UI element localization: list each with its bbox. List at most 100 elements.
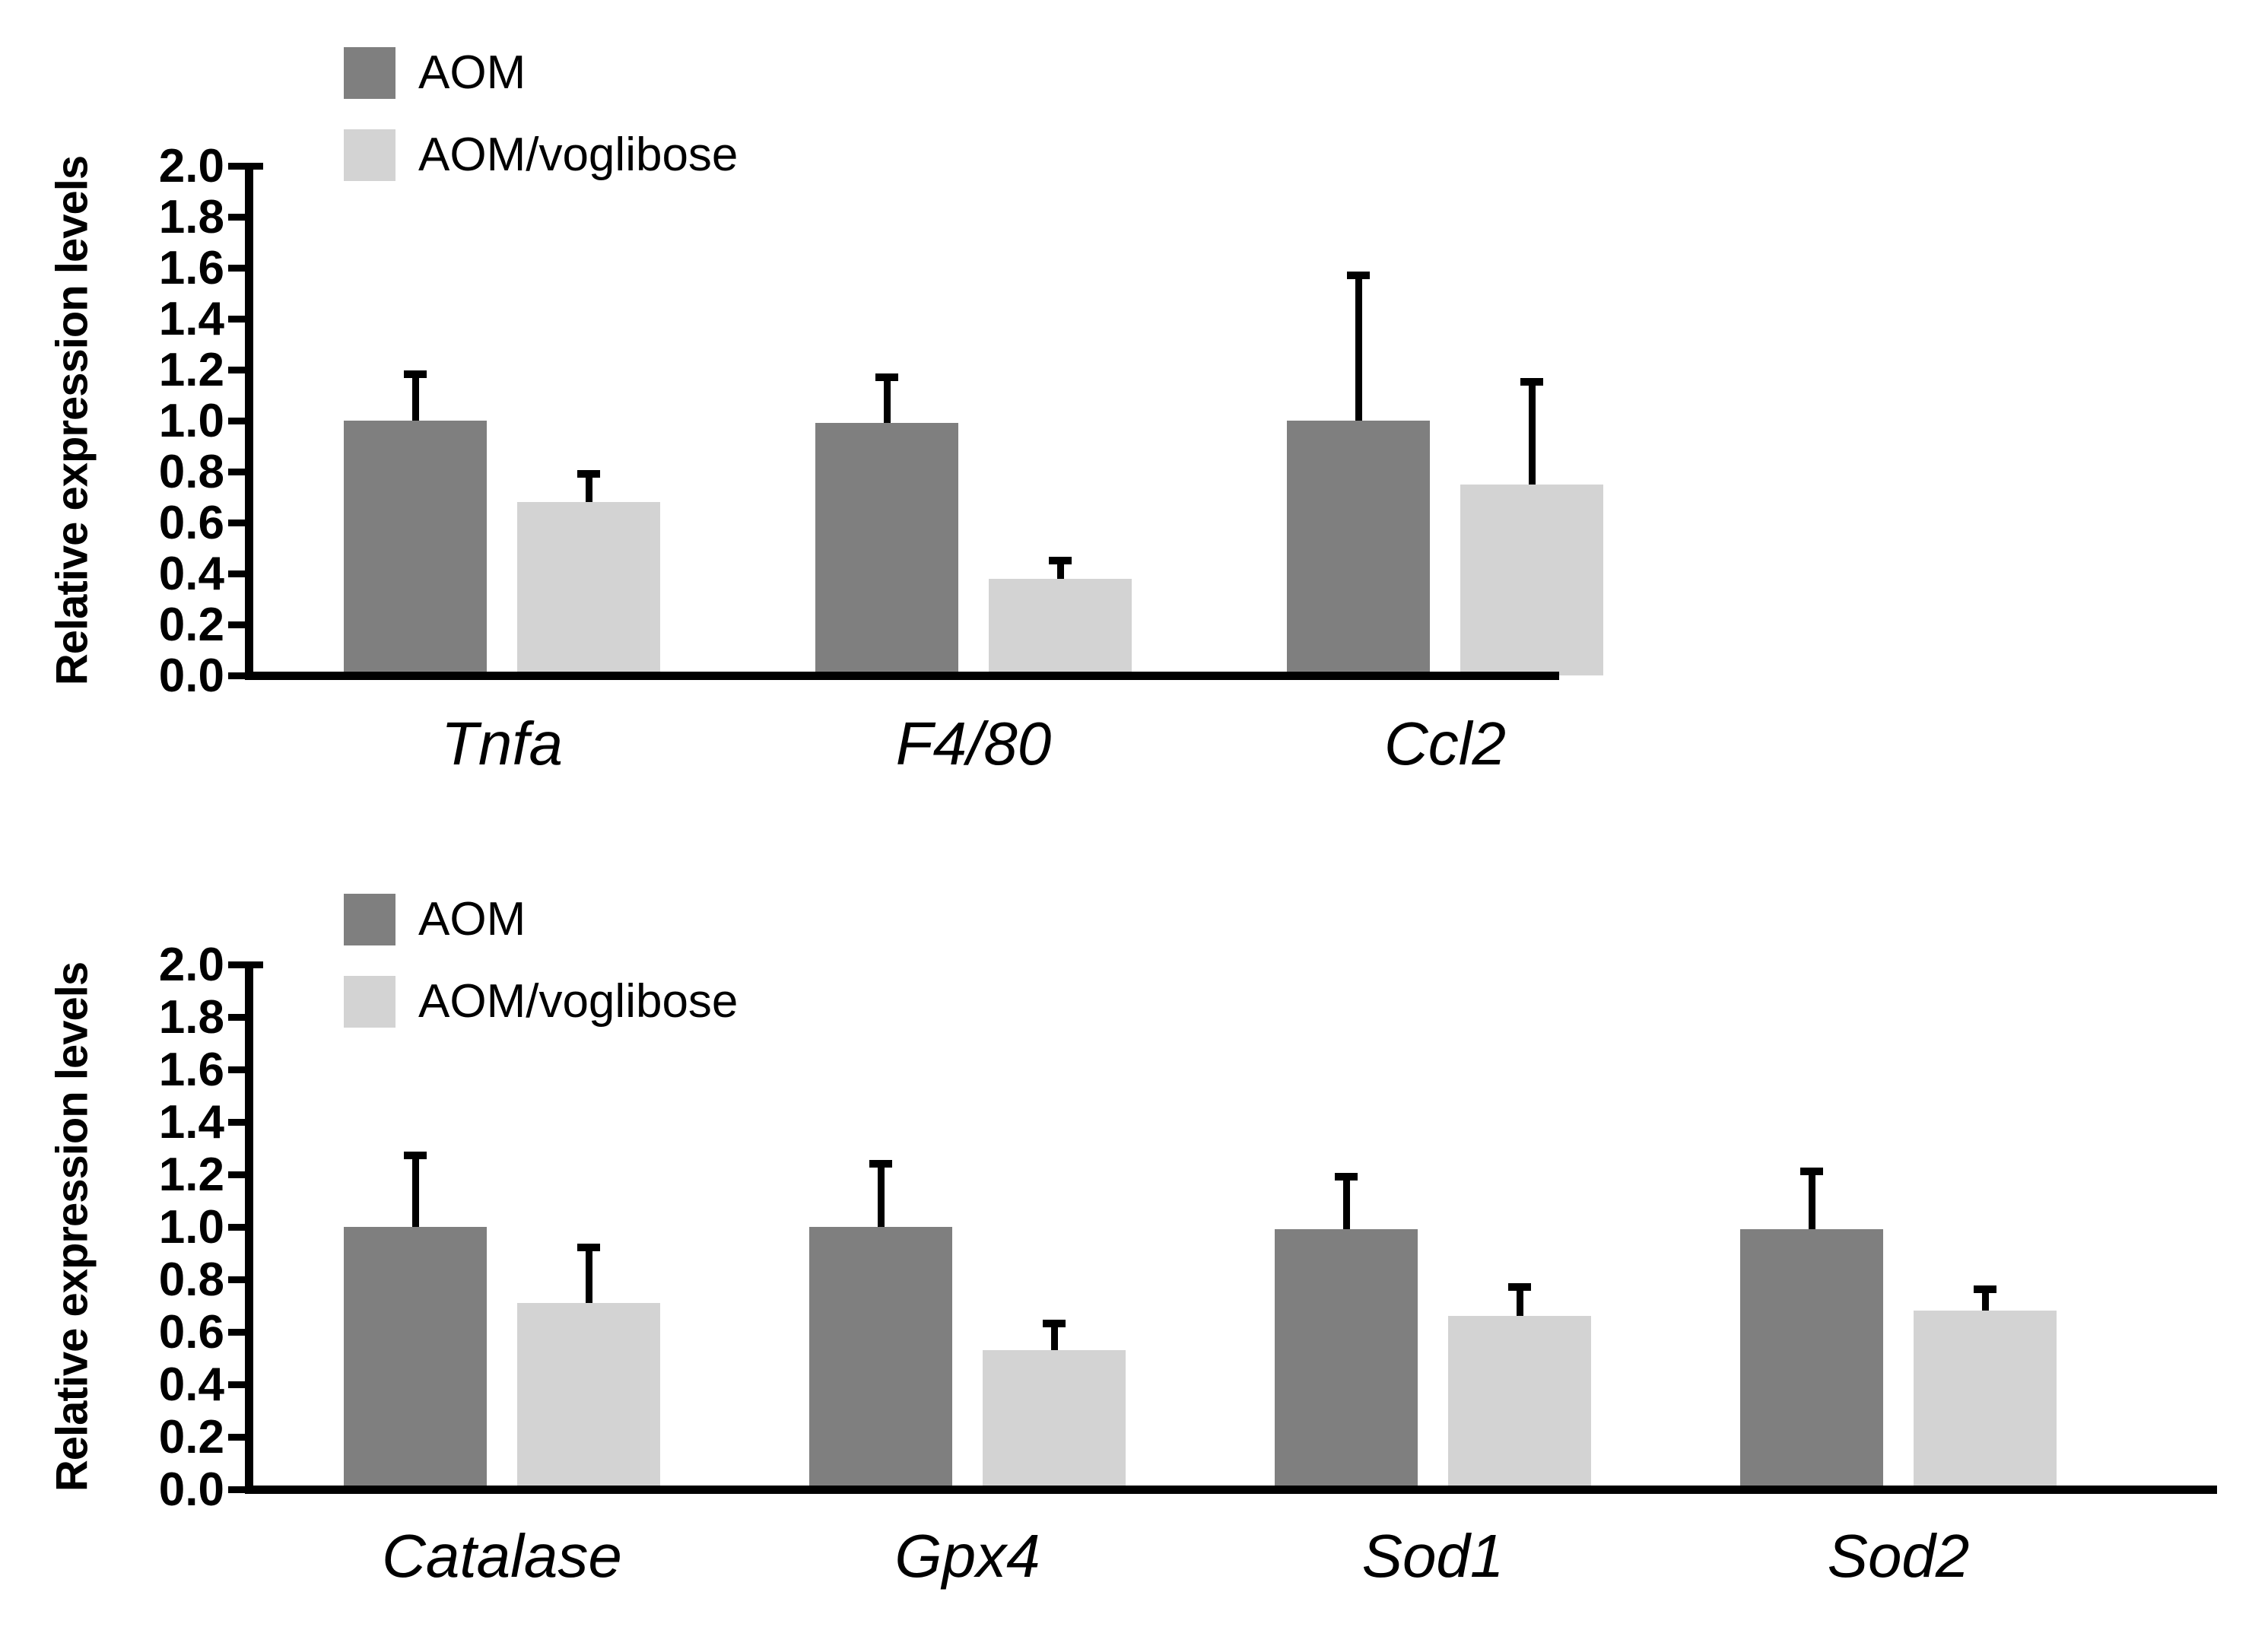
category-label-F4/80: F4/80 <box>895 710 1052 777</box>
error-bar-AOM-Tnfa <box>411 372 419 421</box>
y-tick-label-0.4: 0.4 <box>158 1358 224 1411</box>
y-tick-label-1.6: 1.6 <box>158 1044 224 1096</box>
y-axis-tick-0.6 <box>227 520 245 526</box>
y-axis-line <box>244 961 253 1494</box>
y-tick-label-0.8: 0.8 <box>158 1254 224 1306</box>
error-cap-AOM/voglibose-Ccl2 <box>1520 378 1543 386</box>
legend-item-aom-voglibose: AOM/voglibose <box>344 976 738 1028</box>
y-axis-tick-1.4 <box>227 1119 245 1126</box>
category-label-Sod2: Sod2 <box>1827 1522 1970 1590</box>
y-axis-tick-1.6 <box>227 265 245 272</box>
y-axis-line <box>244 163 253 680</box>
error-bar-AOM-Sod1 <box>1342 1174 1350 1230</box>
y-tick-label-0.2: 0.2 <box>158 599 224 651</box>
category-label-Gpx4: Gpx4 <box>894 1522 1040 1590</box>
error-bar-AOM/voglibose-Ccl2 <box>1528 380 1536 485</box>
y-tick-label-1.0: 1.0 <box>158 1201 224 1254</box>
y-tick-label-1.8: 1.8 <box>158 991 224 1044</box>
y-tick-label-2.0: 2.0 <box>158 939 224 991</box>
y-tick-label-0.8: 0.8 <box>158 446 224 498</box>
legend-swatch-aom-voglibose <box>344 976 395 1028</box>
y-axis-tick-1.8 <box>227 1014 245 1021</box>
error-cap-AOM/voglibose-F4/80 <box>1049 556 1072 564</box>
y-tick-label-1.8: 1.8 <box>158 191 224 243</box>
y-tick-label-1.2: 1.2 <box>158 344 224 396</box>
error-cap-AOM-Sod1 <box>1335 1173 1358 1181</box>
error-cap-AOM-Tnfa <box>404 370 427 379</box>
y-axis-tick-2.0 <box>227 163 263 170</box>
y-axis-tick-1.6 <box>227 1066 245 1073</box>
category-label-Ccl2: Ccl2 <box>1383 710 1507 777</box>
bar-AOM-Ccl2 <box>1287 421 1430 675</box>
error-cap-AOM-F4/80 <box>875 373 898 381</box>
error-bar-AOM/voglibose-Gpx4 <box>1050 1321 1058 1351</box>
y-axis-tick-1.2 <box>227 367 245 373</box>
bar-AOM-Catalase <box>344 1227 487 1489</box>
bar-AOM/voglibose-Tnfa <box>517 502 660 675</box>
y-tick-label-2.0: 2.0 <box>158 140 224 192</box>
y-axis-tick-1.4 <box>227 316 245 323</box>
y-tick-label-0.0: 0.0 <box>158 650 224 702</box>
y-tick-label-1.4: 1.4 <box>158 293 224 345</box>
error-bar-AOM-Ccl2 <box>1355 272 1362 421</box>
legend-item-aom-voglibose: AOM/voglibose <box>344 129 738 181</box>
bar-AOM/voglibose-F4/80 <box>989 578 1132 675</box>
legend-swatch-aom <box>344 894 395 945</box>
y-axis-tick-0.0 <box>227 672 245 679</box>
legend-swatch-aom <box>344 47 395 99</box>
y-axis-tick-0.2 <box>227 621 245 628</box>
y-axis-tick-0.8 <box>227 1276 245 1283</box>
bar-AOM/voglibose-Gpx4 <box>983 1350 1126 1489</box>
y-axis-tick-0.4 <box>227 1381 245 1388</box>
error-bar-AOM-F4/80 <box>883 374 891 424</box>
error-cap-AOM-Gpx4 <box>869 1159 892 1168</box>
error-bar-AOM-Catalase <box>411 1153 419 1227</box>
error-bar-AOM-Gpx4 <box>877 1161 885 1227</box>
y-axis-tick-1.0 <box>227 418 245 424</box>
legend-label-aom-voglibose: AOM/voglibose <box>418 975 739 1028</box>
bar-AOM-Tnfa <box>344 421 487 675</box>
legend-swatch-aom-voglibose <box>344 129 395 181</box>
error-cap-AOM/voglibose-Catalase <box>577 1244 600 1252</box>
legend-label-aom-voglibose: AOM/voglibose <box>418 129 739 181</box>
bar-AOM/voglibose-Sod1 <box>1448 1316 1591 1489</box>
bar-AOM-Gpx4 <box>809 1227 952 1489</box>
bar-AOM-Sod2 <box>1740 1229 1883 1489</box>
error-bar-AOM/voglibose-F4/80 <box>1056 558 1064 579</box>
y-tick-label-1.2: 1.2 <box>158 1149 224 1201</box>
y-tick-label-0.0: 0.0 <box>158 1463 224 1516</box>
bar-AOM-Sod1 <box>1275 1229 1418 1489</box>
y-tick-label-0.2: 0.2 <box>158 1411 224 1463</box>
y-axis-tick-0.8 <box>227 469 245 475</box>
y-tick-label-0.6: 0.6 <box>158 1306 224 1358</box>
error-bar-AOM/voglibose-Sod1 <box>1516 1284 1523 1317</box>
error-cap-AOM/voglibose-Gpx4 <box>1043 1320 1066 1328</box>
bar-AOM-F4/80 <box>815 423 958 675</box>
y-axis-tick-0.6 <box>227 1329 245 1336</box>
error-bar-AOM/voglibose-Tnfa <box>585 472 592 503</box>
error-bar-AOM/voglibose-Catalase <box>585 1245 592 1304</box>
category-label-Tnfa: Tnfa <box>440 710 564 777</box>
y-axis-tick-1.2 <box>227 1171 245 1178</box>
y-tick-label-0.6: 0.6 <box>158 497 224 549</box>
legend-item-aom: AOM <box>344 894 526 945</box>
legend-label-aom: AOM <box>418 46 526 99</box>
error-bar-AOM/voglibose-Sod2 <box>1981 1287 1989 1311</box>
error-cap-AOM-Ccl2 <box>1347 271 1370 279</box>
y-axis-tick-1.0 <box>227 1224 245 1231</box>
y-axis-tick-0.4 <box>227 570 245 577</box>
y-tick-label-1.6: 1.6 <box>158 242 224 294</box>
error-cap-AOM-Catalase <box>404 1152 427 1160</box>
y-tick-label-1.4: 1.4 <box>158 1096 224 1149</box>
x-axis-line <box>244 1486 2217 1494</box>
y-tick-label-0.4: 0.4 <box>158 548 224 600</box>
y-tick-label-1.0: 1.0 <box>158 395 224 447</box>
error-cap-AOM/voglibose-Sod2 <box>1974 1285 1996 1294</box>
category-label-Sod1: Sod1 <box>1361 1522 1504 1590</box>
y-axis-tick-0.2 <box>227 1434 245 1441</box>
error-bar-AOM-Sod2 <box>1808 1169 1815 1230</box>
legend-label-aom: AOM <box>418 893 526 945</box>
